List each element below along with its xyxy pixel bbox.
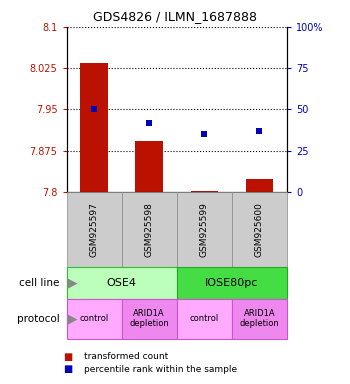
Point — [146, 119, 152, 126]
Text: GSM925600: GSM925600 — [255, 202, 264, 257]
Text: ▶: ▶ — [68, 276, 78, 289]
Text: percentile rank within the sample: percentile rank within the sample — [84, 365, 237, 374]
Bar — [80, 63, 108, 192]
Text: ▶: ▶ — [68, 312, 78, 325]
Bar — [232, 192, 287, 267]
Text: ARID1A
depletion: ARID1A depletion — [239, 309, 279, 328]
Bar — [246, 179, 273, 192]
Bar — [122, 299, 177, 339]
Text: ■: ■ — [63, 352, 72, 362]
Text: GSM925598: GSM925598 — [145, 202, 154, 257]
Bar — [66, 192, 122, 267]
Text: GSM925599: GSM925599 — [200, 202, 209, 257]
Point — [202, 131, 207, 137]
Bar — [177, 192, 232, 267]
Bar — [135, 141, 163, 192]
Bar — [190, 191, 218, 192]
Text: GDS4826 / ILMN_1687888: GDS4826 / ILMN_1687888 — [93, 10, 257, 23]
Point — [257, 128, 262, 134]
Point — [91, 106, 97, 113]
Text: ■: ■ — [63, 364, 72, 374]
Bar — [232, 299, 287, 339]
Bar — [122, 192, 177, 267]
Text: cell line: cell line — [19, 278, 60, 288]
Text: ARID1A
depletion: ARID1A depletion — [129, 309, 169, 328]
Bar — [177, 267, 287, 299]
Bar — [177, 299, 232, 339]
Text: control: control — [190, 314, 219, 323]
Text: GSM925597: GSM925597 — [90, 202, 99, 257]
Text: OSE4: OSE4 — [107, 278, 136, 288]
Text: transformed count: transformed count — [84, 352, 168, 361]
Text: IOSE80pc: IOSE80pc — [205, 278, 259, 288]
Text: protocol: protocol — [17, 314, 60, 324]
Bar — [66, 299, 122, 339]
Bar — [66, 267, 177, 299]
Text: control: control — [79, 314, 109, 323]
